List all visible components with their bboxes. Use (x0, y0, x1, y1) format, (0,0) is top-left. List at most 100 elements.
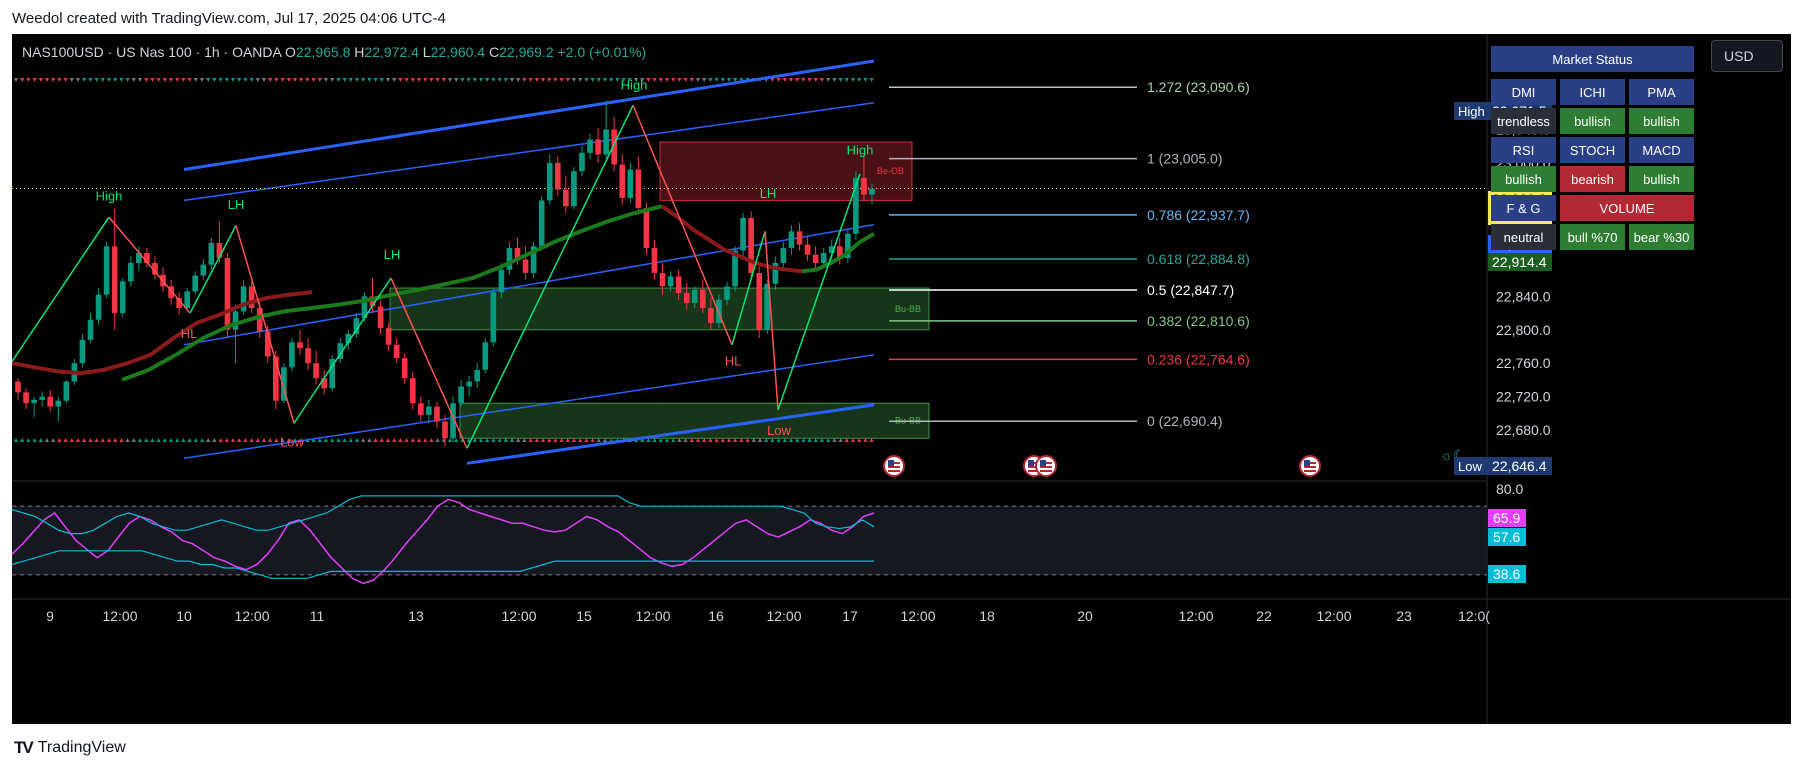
signal-marker (646, 78, 651, 82)
x-tick-label: 12:00 (1178, 608, 1213, 624)
signal-marker (131, 438, 136, 442)
signal-marker (646, 438, 651, 442)
oscillator-badge-text: 57.6 (1493, 529, 1520, 545)
signal-marker (355, 78, 359, 82)
signal-marker (844, 438, 849, 442)
open-value: 22,965.8 (295, 44, 351, 60)
signal-marker (448, 438, 452, 442)
x-tick-label: 16 (708, 608, 724, 624)
signal-marker (355, 438, 359, 442)
candle-body (490, 292, 497, 343)
candle-body (23, 392, 29, 404)
y-tick-label: 22,680.0 (1496, 422, 1551, 438)
signal-marker (702, 78, 707, 82)
candle-body (611, 129, 618, 165)
signal-marker (640, 438, 645, 442)
signal-marker (212, 78, 217, 82)
candle-body (385, 328, 392, 345)
candle-body (63, 381, 70, 401)
signal-marker (460, 78, 465, 82)
candle-body (571, 171, 577, 207)
us-flag-canton (1304, 460, 1310, 466)
signal-marker (193, 78, 198, 82)
candle-body (176, 298, 182, 309)
price-badge-text: 22,646.4 (1492, 458, 1547, 474)
signal-marker (76, 78, 80, 82)
signal-marker (547, 438, 552, 442)
channel-lower-bold (466, 403, 875, 465)
signal-marker (317, 78, 322, 82)
signal-marker (851, 78, 855, 82)
signal-marker (162, 78, 167, 82)
signal-marker (51, 438, 56, 442)
signal-marker (330, 438, 335, 442)
candle-body (377, 306, 384, 329)
signal-marker (398, 78, 403, 82)
us-flag-stripe (888, 470, 900, 472)
signal-marker (88, 78, 93, 82)
signal-marker (553, 438, 558, 442)
price-chart[interactable]: 23,120.023,080.023,040.023,000.022,960.0… (12, 34, 1791, 724)
signal-marker (863, 78, 868, 82)
candle-body (708, 308, 714, 324)
signal-marker (404, 78, 409, 82)
signal-marker (615, 78, 620, 82)
signal-marker (727, 78, 731, 82)
candle-body (15, 381, 21, 393)
price-badge-label-bg (1454, 457, 1488, 475)
signal-marker (584, 78, 589, 82)
candle-body (643, 207, 650, 248)
signal-marker (832, 438, 837, 442)
signal-marker (150, 78, 155, 82)
candle-body (95, 294, 102, 320)
signal-marker (379, 78, 384, 82)
candle-body (563, 189, 569, 207)
signal-marker (38, 438, 43, 442)
zigzag-segment (108, 216, 191, 314)
signal-marker (156, 78, 161, 82)
signal-marker (541, 438, 545, 442)
us-flag-stripe (1028, 470, 1040, 472)
signal-marker (789, 438, 793, 442)
candle-body (337, 343, 344, 359)
signal-marker (262, 78, 266, 82)
signal-marker (782, 438, 787, 442)
signal-marker (813, 438, 818, 442)
signal-marker (187, 78, 192, 82)
candle-body (667, 276, 674, 287)
candle-body (506, 247, 513, 270)
signal-marker (200, 78, 204, 82)
signal-marker (162, 438, 167, 442)
signal-marker (255, 438, 260, 442)
candle-body (272, 356, 279, 401)
signal-marker (392, 438, 397, 442)
signal-marker (293, 78, 297, 82)
low-value: 22,960.4 (430, 44, 486, 60)
candle-body (538, 200, 545, 247)
signal-marker (410, 78, 415, 82)
candle-body (554, 162, 561, 190)
signal-marker (237, 78, 242, 82)
oscillator-tick-label: 80.0 (1496, 481, 1523, 497)
candle-body (603, 129, 609, 155)
signal-marker (435, 438, 440, 442)
currency-button[interactable]: USD (1711, 40, 1783, 72)
x-tick-label: 12:00 (234, 608, 269, 624)
signal-marker (634, 78, 638, 82)
candle-body (200, 264, 207, 276)
fib-level-label: 0.236 (22,764.6) (1147, 351, 1250, 367)
oscillator-series (12, 495, 875, 535)
signal-markers-bottom (14, 438, 874, 442)
signal-marker (609, 78, 614, 82)
x-tick-label: 12:00 (766, 608, 801, 624)
signal-marker (286, 78, 291, 82)
candle-body (256, 308, 263, 332)
signal-marker (776, 78, 781, 82)
signal-marker (621, 78, 626, 82)
signal-marker (472, 78, 477, 82)
signal-marker (379, 438, 384, 442)
candle-body (111, 246, 118, 314)
signal-marker (844, 78, 849, 82)
market-status-cell: F & G (1491, 195, 1556, 221)
swing-label: HL (181, 326, 198, 341)
